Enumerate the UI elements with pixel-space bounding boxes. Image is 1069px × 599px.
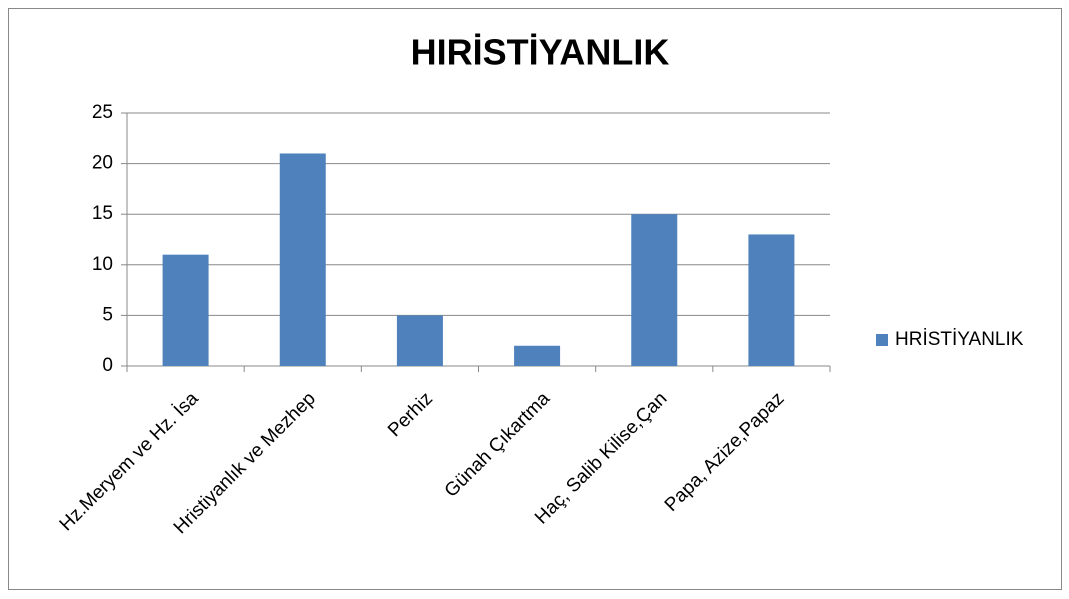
y-tick-label: 25 bbox=[92, 102, 113, 123]
bar bbox=[279, 153, 326, 366]
legend-swatch bbox=[876, 334, 888, 346]
chart-title: HIRİSTİYANLIK bbox=[411, 32, 670, 73]
y-tick-label: 0 bbox=[102, 355, 113, 376]
bar bbox=[162, 254, 209, 366]
bar bbox=[748, 234, 795, 366]
y-tick-label: 20 bbox=[92, 153, 113, 174]
legend-label: HRİSTİYANLIK bbox=[895, 329, 1024, 350]
bar bbox=[514, 345, 561, 366]
bar bbox=[396, 315, 443, 366]
bar bbox=[631, 214, 678, 366]
y-tick-label: 10 bbox=[92, 254, 113, 275]
y-tick-label: 5 bbox=[102, 304, 113, 325]
y-tick-label: 15 bbox=[92, 203, 113, 224]
